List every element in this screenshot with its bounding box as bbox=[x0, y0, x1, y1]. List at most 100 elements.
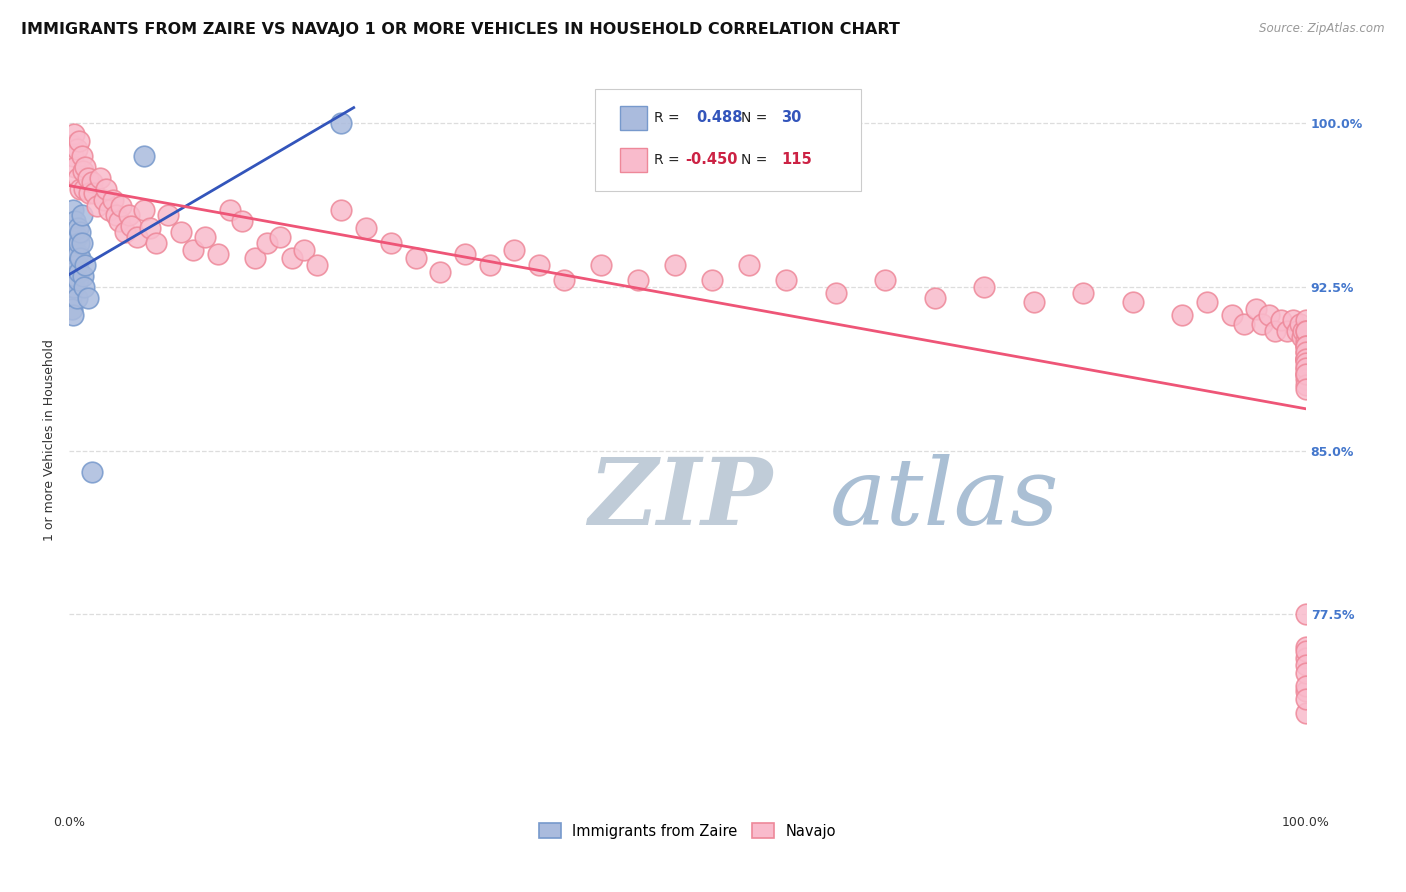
Point bbox=[405, 252, 427, 266]
Point bbox=[1295, 356, 1317, 370]
Point bbox=[80, 175, 103, 189]
Point bbox=[380, 236, 402, 251]
Point bbox=[1291, 330, 1313, 344]
Point bbox=[65, 214, 87, 228]
Point bbox=[1295, 367, 1317, 381]
Text: R =: R = bbox=[654, 153, 679, 167]
Point bbox=[157, 208, 180, 222]
Point bbox=[107, 214, 129, 228]
Point bbox=[145, 236, 167, 251]
Point bbox=[738, 258, 761, 272]
Point bbox=[553, 273, 575, 287]
Point bbox=[1295, 324, 1317, 338]
Point bbox=[292, 243, 315, 257]
Point bbox=[1295, 706, 1317, 720]
Point bbox=[281, 252, 304, 266]
Point bbox=[973, 280, 995, 294]
Point bbox=[62, 280, 84, 294]
Point bbox=[825, 286, 848, 301]
Point bbox=[1295, 640, 1317, 654]
Point bbox=[1292, 324, 1315, 338]
Point bbox=[1022, 295, 1045, 310]
Point bbox=[1071, 286, 1094, 301]
Point bbox=[80, 466, 103, 480]
Point bbox=[429, 264, 451, 278]
Point bbox=[63, 247, 86, 261]
Point bbox=[1233, 317, 1256, 331]
Point bbox=[1295, 692, 1317, 706]
Point bbox=[62, 203, 84, 218]
Point bbox=[1295, 360, 1317, 375]
Point bbox=[65, 268, 87, 283]
FancyBboxPatch shape bbox=[620, 148, 647, 172]
Point bbox=[924, 291, 946, 305]
Text: N =: N = bbox=[741, 153, 768, 167]
Point bbox=[132, 149, 155, 163]
Point bbox=[83, 186, 105, 200]
Point bbox=[1264, 324, 1286, 338]
Text: R =: R = bbox=[654, 111, 679, 125]
Point bbox=[97, 203, 120, 218]
Point bbox=[70, 236, 93, 251]
Text: ZIP: ZIP bbox=[589, 454, 773, 544]
Point bbox=[1295, 644, 1317, 658]
Point bbox=[169, 225, 191, 239]
Point bbox=[105, 208, 128, 222]
Point bbox=[207, 247, 229, 261]
Point bbox=[875, 273, 897, 287]
Point bbox=[1195, 295, 1218, 310]
Y-axis label: 1 or more Vehicles in Household: 1 or more Vehicles in Household bbox=[44, 339, 56, 541]
Point bbox=[1295, 367, 1317, 381]
Point bbox=[76, 291, 98, 305]
Point bbox=[120, 219, 142, 233]
Point bbox=[114, 225, 136, 239]
Point bbox=[1295, 679, 1317, 693]
Point bbox=[60, 301, 83, 316]
Point bbox=[269, 229, 291, 244]
Point bbox=[72, 268, 94, 283]
Point bbox=[1295, 334, 1317, 349]
Legend: Immigrants from Zaire, Navajo: Immigrants from Zaire, Navajo bbox=[533, 817, 842, 845]
Point bbox=[66, 229, 89, 244]
Point bbox=[1277, 324, 1299, 338]
Point bbox=[66, 273, 89, 287]
Point bbox=[1295, 607, 1317, 622]
Point bbox=[93, 193, 115, 207]
Point bbox=[589, 258, 612, 272]
Point bbox=[65, 160, 87, 174]
Point bbox=[62, 308, 84, 322]
Point bbox=[62, 149, 84, 163]
FancyBboxPatch shape bbox=[620, 105, 647, 130]
Point bbox=[1295, 339, 1317, 353]
Point bbox=[181, 243, 204, 257]
FancyBboxPatch shape bbox=[595, 88, 860, 191]
Point bbox=[194, 229, 217, 244]
Point bbox=[1295, 312, 1317, 326]
Point bbox=[1282, 312, 1305, 326]
Point bbox=[627, 273, 650, 287]
Point bbox=[65, 243, 87, 257]
Text: 115: 115 bbox=[782, 153, 813, 168]
Text: 0.488: 0.488 bbox=[696, 110, 742, 125]
Point bbox=[1257, 308, 1279, 322]
Text: Source: ZipAtlas.com: Source: ZipAtlas.com bbox=[1260, 22, 1385, 36]
Text: -0.450: -0.450 bbox=[685, 153, 738, 168]
Text: 30: 30 bbox=[782, 110, 801, 125]
Point bbox=[231, 214, 253, 228]
Point bbox=[219, 203, 242, 218]
Point bbox=[110, 199, 132, 213]
Point bbox=[1251, 317, 1274, 331]
Point bbox=[664, 258, 686, 272]
Point bbox=[75, 258, 97, 272]
Point bbox=[67, 264, 90, 278]
Point bbox=[66, 142, 89, 156]
Point bbox=[101, 193, 124, 207]
Point bbox=[503, 243, 526, 257]
Point bbox=[1286, 324, 1309, 338]
Point bbox=[1295, 651, 1317, 665]
Point bbox=[118, 208, 141, 222]
Point bbox=[1295, 360, 1317, 375]
Point bbox=[1295, 339, 1317, 353]
Point bbox=[1295, 345, 1317, 359]
Text: atlas: atlas bbox=[830, 454, 1059, 544]
